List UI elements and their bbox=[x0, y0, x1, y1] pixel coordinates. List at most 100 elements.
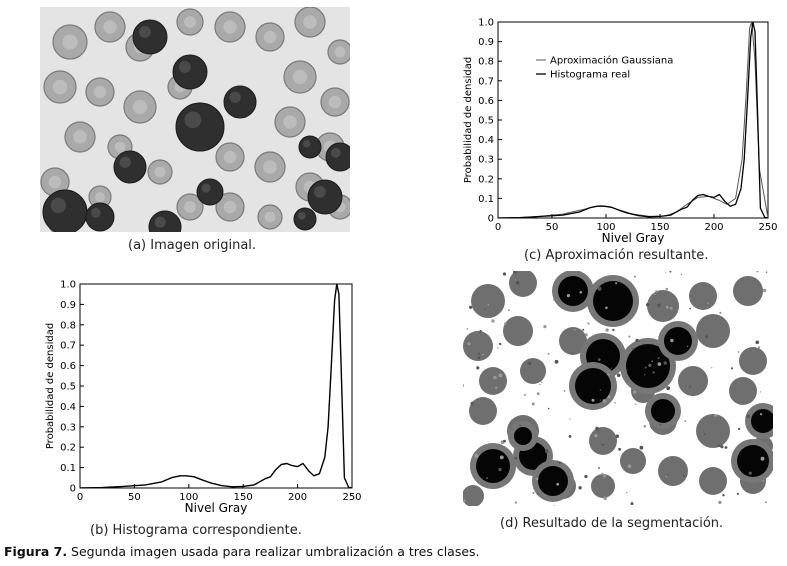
noise-speck bbox=[665, 272, 667, 274]
noise-speck bbox=[486, 477, 488, 479]
noise-speck bbox=[665, 475, 668, 478]
red-cell-center bbox=[223, 20, 237, 34]
noise-speck bbox=[503, 439, 506, 443]
noise-speck bbox=[536, 392, 540, 396]
noise-speck bbox=[614, 402, 616, 404]
histogram-chart: 0 50 100 150 200 250 0 0.1 0.2 0.3 0.4 0.5 0.6 0.7 0.8… bbox=[36, 272, 366, 522]
noise-speck bbox=[651, 360, 653, 362]
y-tick-label: 0.2 bbox=[60, 443, 76, 454]
noise-speck bbox=[765, 271, 768, 273]
figure-caption: Figura 7. Segunda imagen usada para real… bbox=[4, 544, 480, 559]
class-black-region bbox=[626, 344, 670, 388]
noise-speck bbox=[705, 335, 709, 339]
noise-speck bbox=[502, 272, 507, 276]
class-black-region bbox=[514, 427, 532, 445]
white-cell-highlight bbox=[302, 139, 311, 148]
white-cell-highlight bbox=[178, 60, 191, 73]
noise-speck bbox=[491, 319, 495, 323]
noise-speck bbox=[493, 375, 497, 380]
noise-speck bbox=[739, 403, 741, 406]
white-cell-highlight bbox=[154, 216, 166, 228]
noise-speck bbox=[669, 306, 673, 310]
class-black-region bbox=[651, 399, 675, 423]
y-tick-label: 0.4 bbox=[478, 135, 494, 146]
x-tick-label: 250 bbox=[758, 222, 777, 233]
noise-speck bbox=[579, 291, 583, 294]
noise-speck bbox=[724, 446, 728, 449]
white-cell bbox=[113, 150, 147, 184]
class-gray-region bbox=[559, 327, 587, 355]
y-tick-label: 0.1 bbox=[60, 463, 76, 474]
noise-speck bbox=[595, 426, 599, 431]
noise-speck bbox=[719, 311, 722, 314]
noise-speck bbox=[498, 467, 502, 472]
noise-speck bbox=[482, 353, 484, 356]
class-black-region bbox=[593, 281, 633, 321]
noise-speck bbox=[531, 402, 535, 406]
series-line bbox=[498, 22, 768, 218]
figure-text: Segunda imagen usada para realizar umbra… bbox=[67, 544, 480, 559]
white-cell-highlight bbox=[90, 207, 101, 218]
noise-speck bbox=[495, 386, 498, 389]
noise-speck bbox=[762, 480, 764, 482]
noise-speck bbox=[760, 413, 763, 416]
red-cell-center bbox=[184, 201, 196, 213]
noise-speck bbox=[566, 294, 570, 298]
noise-speck bbox=[601, 443, 604, 446]
noise-speck bbox=[578, 486, 582, 490]
noise-speck bbox=[722, 494, 725, 497]
noise-speck bbox=[703, 433, 706, 435]
x-tick-label: 50 bbox=[128, 492, 141, 503]
class-gray-region bbox=[462, 485, 484, 507]
y-tick-label: 0.9 bbox=[478, 37, 494, 48]
noise-speck bbox=[634, 403, 637, 406]
figure-label: Figura 7. bbox=[4, 544, 68, 559]
noise-speck bbox=[605, 306, 608, 310]
red-cell-center bbox=[303, 15, 317, 29]
noise-speck bbox=[738, 427, 741, 430]
red-cell-center bbox=[154, 166, 166, 178]
noise-speck bbox=[582, 328, 585, 331]
noise-speck bbox=[597, 358, 601, 361]
noise-speck bbox=[587, 322, 590, 325]
white-cell bbox=[307, 179, 343, 215]
noise-speck bbox=[643, 374, 646, 376]
noise-speck bbox=[689, 385, 691, 388]
y-tick-label: 0.7 bbox=[478, 76, 494, 87]
noise-speck bbox=[573, 329, 576, 331]
noise-speck bbox=[514, 279, 516, 281]
class-gray-region bbox=[696, 314, 730, 348]
noise-speck bbox=[633, 390, 637, 394]
noise-speck bbox=[547, 352, 550, 355]
noise-speck bbox=[746, 414, 750, 419]
noise-speck bbox=[670, 338, 674, 343]
y-tick-label: 0.5 bbox=[60, 382, 76, 393]
x-axis-label: Nivel Gray bbox=[602, 231, 665, 245]
noise-speck bbox=[553, 299, 555, 301]
white-cell-highlight bbox=[201, 183, 211, 193]
red-cell-center bbox=[48, 175, 62, 189]
noise-speck bbox=[515, 280, 520, 285]
segmentation-panel bbox=[461, 269, 781, 507]
noise-speck bbox=[545, 449, 549, 453]
noise-speck bbox=[466, 327, 468, 330]
noise-speck bbox=[497, 347, 499, 349]
noise-speck bbox=[545, 495, 547, 497]
noise-speck bbox=[762, 288, 767, 293]
noise-speck bbox=[648, 363, 652, 368]
y-tick-label: 1.0 bbox=[478, 18, 494, 29]
red-cell-center bbox=[95, 192, 105, 202]
noise-speck bbox=[585, 337, 587, 339]
approximation-chart: 0 50 100 150 200 250 0 0.1 0.2 0.3 0.4 0.5 0.6 0.7 0.8… bbox=[458, 12, 778, 252]
white-cell bbox=[42, 189, 88, 235]
noise-speck bbox=[711, 367, 713, 369]
x-tick-label: 100 bbox=[596, 222, 615, 233]
original-image bbox=[40, 6, 355, 244]
noise-speck bbox=[603, 474, 606, 478]
noise-speck bbox=[461, 384, 465, 387]
white-cell-highlight bbox=[50, 197, 67, 214]
y-tick-label: 0.9 bbox=[60, 300, 76, 311]
class-gray-region bbox=[479, 367, 507, 395]
noise-speck bbox=[477, 356, 481, 359]
class-gray-region bbox=[739, 347, 767, 375]
